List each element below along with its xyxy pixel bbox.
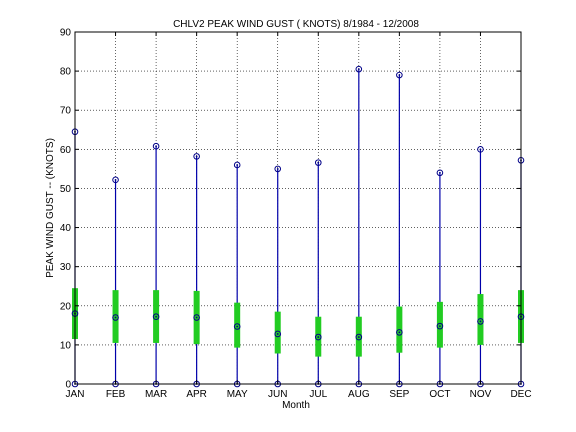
median-marker-dot-aug	[357, 336, 360, 338]
median-marker-feb	[112, 314, 119, 321]
max-marker-dot-oct	[439, 171, 441, 174]
y-tick-label-8: 80	[60, 67, 72, 78]
max-marker-jul	[314, 159, 322, 166]
y-tick-label-7: 70	[60, 106, 72, 117]
median-marker-sep	[396, 329, 403, 336]
y-axis-label: PEAK WIND GUST -- (KNOTS)	[45, 138, 56, 278]
max-marker-aug	[355, 65, 363, 73]
chart-title: CHLV2 PEAK WIND GUST ( KNOTS) 8/1984 - 1…	[173, 19, 419, 30]
max-marker-dot-aug	[357, 68, 360, 71]
max-marker-dot-jun	[276, 167, 279, 170]
median-marker-oct	[436, 322, 444, 330]
max-marker-sep	[396, 71, 403, 79]
median-marker-dot-may	[236, 325, 239, 328]
x-tick-label-1: FEB	[106, 389, 126, 400]
y-tick-label-3: 30	[60, 262, 72, 273]
grid	[75, 32, 521, 384]
x-tick-label-10: NOV	[470, 389, 492, 400]
median-marker-dot-feb	[114, 316, 117, 319]
y-tick-label-6: 60	[60, 145, 72, 156]
max-marker-dot-jul	[317, 161, 320, 164]
median-marker-mar	[152, 313, 160, 321]
iqr-bar-oct	[436, 301, 443, 348]
max-marker-mar	[152, 142, 160, 150]
x-tick-label-3: APR	[186, 389, 207, 400]
max-marker-nov	[477, 146, 484, 153]
median-marker-dot-oct	[439, 325, 441, 328]
max-marker-feb	[112, 176, 119, 184]
x-tick-label-7: AUG	[348, 389, 370, 400]
median-marker-jun	[274, 330, 282, 338]
max-marker-oct	[436, 169, 444, 177]
x-tick-label-4: MAY	[227, 389, 248, 400]
y-tick-label-4: 40	[60, 223, 72, 234]
max-marker-dot-apr	[195, 155, 198, 158]
x-tick-label-11: DEC	[510, 389, 531, 400]
y-tick-label-1: 10	[60, 340, 72, 351]
y-tick-label-2: 20	[60, 301, 72, 312]
max-marker-dot-sep	[398, 74, 401, 76]
box-mar	[152, 142, 160, 388]
x-axis-ticks: JAN FEB MAR APR MAY JUN JUL AUG SEP OCT NOV DEC	[66, 32, 532, 400]
y-tick-label-0: 0	[65, 380, 71, 391]
max-marker-jun	[274, 165, 282, 173]
y-axis-ticks: 0 10 20 30 40 50 60 70 80 90	[60, 28, 521, 391]
median-marker-dot-mar	[155, 315, 157, 318]
x-tick-label-0: JAN	[66, 389, 85, 400]
median-marker-may	[233, 323, 241, 330]
max-marker-apr	[193, 153, 200, 160]
max-marker-dot-mar	[155, 145, 157, 148]
x-tick-label-9: OCT	[429, 389, 450, 400]
max-marker-dot-feb	[114, 178, 117, 181]
max-marker-may	[233, 161, 241, 169]
y-tick-label-5: 50	[60, 184, 72, 195]
iqr-bar-feb	[112, 290, 119, 343]
median-marker-aug	[355, 333, 363, 341]
y-tick-label-9: 90	[60, 28, 72, 39]
median-marker-dot-nov	[479, 320, 482, 323]
median-marker-nov	[477, 318, 484, 325]
median-marker-dot-sep	[398, 331, 401, 334]
box-jun	[274, 165, 282, 388]
axes	[74, 31, 522, 385]
median-marker-dot-apr	[195, 316, 198, 319]
iqr-bar-jun	[274, 311, 281, 354]
plot-frame	[74, 31, 522, 385]
x-tick-label-5: JUN	[268, 389, 287, 400]
median-marker-dot-jun	[276, 333, 279, 335]
max-marker-dot-may	[236, 164, 239, 166]
x-tick-label-8: SEP	[389, 389, 409, 400]
median-marker-jul	[314, 333, 322, 341]
x-tick-label-6: JUL	[309, 389, 327, 400]
iqr-bar-nov	[477, 294, 484, 345]
iqr-bar-may	[234, 302, 241, 348]
median-marker-dot-jul	[317, 336, 320, 338]
max-marker-dot-nov	[479, 148, 482, 151]
median-marker-apr	[193, 314, 200, 321]
x-axis-label: Month	[282, 400, 310, 411]
x-tick-label-2: MAR	[145, 389, 167, 400]
